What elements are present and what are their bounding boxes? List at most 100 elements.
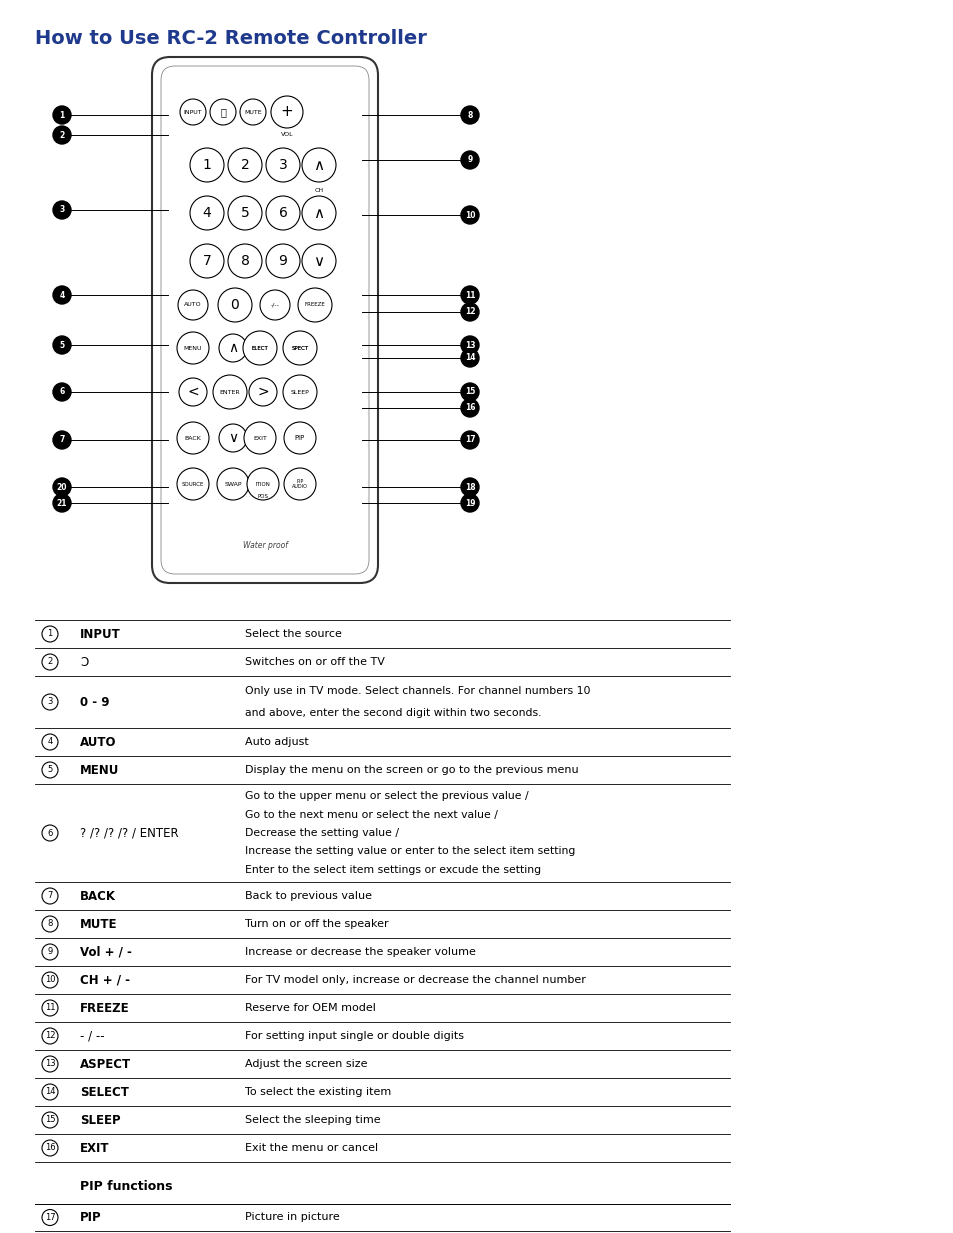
Text: SWAP: SWAP [224, 482, 241, 487]
Text: 5: 5 [240, 206, 249, 219]
Text: 9: 9 [467, 155, 472, 164]
Circle shape [53, 126, 71, 144]
Text: AUTO: AUTO [80, 736, 116, 748]
Text: AUTO: AUTO [184, 302, 202, 307]
Text: 16: 16 [45, 1143, 55, 1153]
Text: 2: 2 [48, 657, 52, 667]
Text: 4: 4 [202, 206, 212, 219]
Circle shape [190, 148, 224, 182]
Text: Increase or decrease the speaker volume: Increase or decrease the speaker volume [245, 947, 476, 957]
Circle shape [249, 379, 276, 406]
Text: POS: POS [257, 494, 268, 499]
Text: 13: 13 [464, 340, 475, 349]
Circle shape [266, 244, 299, 277]
Text: Only use in TV mode. Select channels. For channel numbers 10: Only use in TV mode. Select channels. Fo… [245, 686, 590, 695]
Text: 10: 10 [45, 975, 55, 984]
Circle shape [460, 150, 478, 169]
Circle shape [283, 375, 316, 409]
Circle shape [53, 494, 71, 512]
Circle shape [219, 424, 247, 453]
Text: Adjust the screen size: Adjust the screen size [245, 1059, 367, 1069]
Circle shape [284, 422, 315, 454]
Text: EXIT: EXIT [80, 1142, 110, 1154]
Text: CH: CH [314, 189, 323, 194]
Text: Decrease the setting value /: Decrease the setting value / [245, 829, 398, 838]
Circle shape [271, 96, 303, 128]
Text: ENTER: ENTER [219, 390, 240, 395]
Text: ELECT: ELECT [252, 345, 268, 350]
Text: ELECT: ELECT [252, 345, 268, 350]
Circle shape [179, 379, 207, 406]
Circle shape [460, 337, 478, 354]
Text: 13: 13 [45, 1059, 55, 1069]
Text: Auto adjust: Auto adjust [245, 737, 309, 747]
Circle shape [460, 106, 478, 125]
Text: 9: 9 [48, 947, 52, 957]
Circle shape [460, 349, 478, 367]
Text: 17: 17 [464, 435, 475, 445]
Text: 7: 7 [202, 254, 212, 268]
Text: 2: 2 [240, 158, 249, 171]
Text: INPUT: INPUT [80, 628, 121, 640]
Circle shape [284, 469, 315, 501]
Circle shape [243, 330, 276, 365]
Circle shape [460, 286, 478, 305]
Text: ∧: ∧ [228, 342, 238, 355]
Text: MENU: MENU [80, 763, 119, 777]
Circle shape [218, 289, 252, 322]
Text: PIP functions: PIP functions [80, 1180, 172, 1194]
Circle shape [180, 99, 206, 125]
Circle shape [260, 290, 290, 321]
Text: CH + / -: CH + / - [80, 974, 130, 986]
Circle shape [213, 375, 247, 409]
Text: PIP: PIP [294, 435, 305, 441]
Text: ITION: ITION [255, 482, 270, 487]
Circle shape [42, 1141, 58, 1157]
Text: MUTE: MUTE [244, 110, 261, 115]
Text: 3: 3 [48, 698, 52, 707]
Text: Picture in picture: Picture in picture [245, 1212, 339, 1222]
Circle shape [42, 916, 58, 932]
Circle shape [302, 244, 335, 277]
Circle shape [42, 972, 58, 988]
Text: 6: 6 [59, 387, 65, 397]
Text: FREEZE: FREEZE [80, 1001, 130, 1015]
Text: Enter to the select item settings or excude the setting: Enter to the select item settings or exc… [245, 866, 540, 875]
Circle shape [42, 944, 58, 961]
Circle shape [460, 206, 478, 224]
Text: Ɔ: Ɔ [80, 656, 89, 668]
Circle shape [190, 196, 224, 231]
Circle shape [53, 432, 71, 449]
Circle shape [42, 825, 58, 841]
Text: EXIT: EXIT [253, 435, 267, 440]
Circle shape [53, 201, 71, 219]
Text: How to Use RC-2 Remote Controller: How to Use RC-2 Remote Controller [35, 28, 426, 48]
Text: SOURCE: SOURCE [182, 482, 204, 487]
Circle shape [244, 422, 275, 454]
Circle shape [460, 383, 478, 401]
Text: SLEEP: SLEEP [80, 1113, 120, 1127]
Circle shape [283, 330, 316, 365]
Circle shape [302, 148, 335, 182]
Text: 15: 15 [45, 1116, 55, 1124]
Text: SPECT: SPECT [291, 345, 308, 350]
Circle shape [53, 337, 71, 354]
Circle shape [42, 626, 58, 642]
Circle shape [460, 494, 478, 512]
Circle shape [460, 303, 478, 321]
Text: For TV model only, increase or decrease the channel number: For TV model only, increase or decrease … [245, 975, 585, 985]
Text: Switches on or off the TV: Switches on or off the TV [245, 657, 384, 667]
Text: 2: 2 [59, 131, 65, 139]
Text: Turn on or off the speaker: Turn on or off the speaker [245, 919, 388, 928]
Text: ∨: ∨ [314, 254, 324, 269]
Circle shape [42, 762, 58, 778]
Text: 11: 11 [464, 291, 475, 300]
Text: For setting input single or double digits: For setting input single or double digit… [245, 1031, 463, 1041]
Circle shape [42, 734, 58, 750]
Circle shape [178, 290, 208, 321]
Text: SPECT: SPECT [291, 345, 308, 350]
Circle shape [177, 422, 209, 454]
Text: and above, enter the second digit within two seconds.: and above, enter the second digit within… [245, 708, 541, 719]
Text: 20: 20 [56, 482, 67, 492]
Text: 9: 9 [278, 254, 287, 268]
